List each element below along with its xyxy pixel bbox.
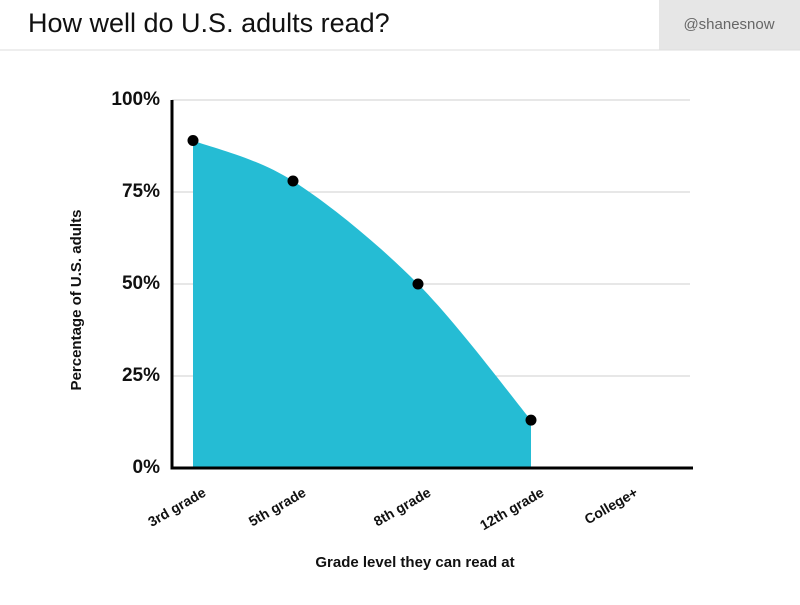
y-tick-label: 75% [122,181,160,202]
x-axis-label: Grade level they can read at [315,554,514,571]
y-tick-label: 0% [133,457,161,478]
handle: @shanesnow [683,16,774,33]
point [287,175,299,187]
point [525,414,537,426]
point [412,278,424,290]
y-axis-label: Percentage of U.S. adults [68,210,85,391]
point [187,134,199,146]
y-tick-label: 50% [122,273,160,294]
chart-title: How well do U.S. adults read? [28,8,390,38]
y-tick-label: 100% [111,89,160,110]
handle-box [659,0,800,50]
area [193,140,531,469]
y-tick-label: 25% [122,365,160,386]
